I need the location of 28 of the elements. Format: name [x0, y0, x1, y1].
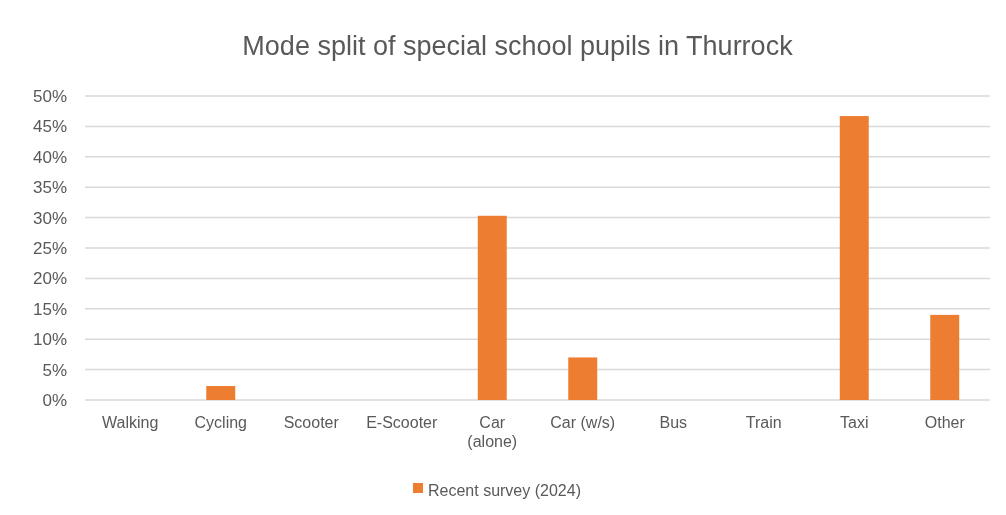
y-tick-label: 20% — [32, 269, 67, 289]
x-tick-label: Scooter — [283, 413, 340, 431]
x-tick-label: Other — [924, 413, 966, 431]
x-tick-label: E-Scooter — [366, 413, 438, 431]
x-tick-label: Bus — [659, 413, 688, 431]
legend-label: Recent survey (2024) — [428, 481, 581, 499]
y-tick-label: 10% — [32, 330, 67, 350]
y-tick-label: 45% — [32, 117, 67, 137]
bar — [839, 116, 869, 400]
y-tick-label: 15% — [32, 299, 67, 319]
x-tick-label: Taxi — [840, 413, 869, 431]
x-tick-label: Car (w/s) — [550, 413, 616, 431]
x-tick-label: Train — [745, 413, 782, 431]
x-tick-label: Cycling — [194, 413, 247, 431]
y-tick-label: 50% — [32, 86, 67, 106]
chart-title: Mode split of special school pupils in Thurrock — [242, 31, 794, 62]
x-tick-label: Car (alone) — [467, 413, 518, 450]
y-tick-label: 25% — [32, 238, 67, 258]
bar — [930, 314, 960, 400]
y-tick-label: 0% — [42, 390, 67, 410]
bar — [477, 215, 507, 400]
y-tick-label: 30% — [32, 208, 67, 228]
bar — [568, 357, 598, 400]
y-tick-label: 35% — [32, 178, 67, 198]
x-tick-label: Walking — [102, 413, 159, 431]
y-tick-label: 40% — [32, 147, 67, 167]
y-tick-label: 5% — [42, 360, 67, 380]
bar — [206, 386, 236, 400]
